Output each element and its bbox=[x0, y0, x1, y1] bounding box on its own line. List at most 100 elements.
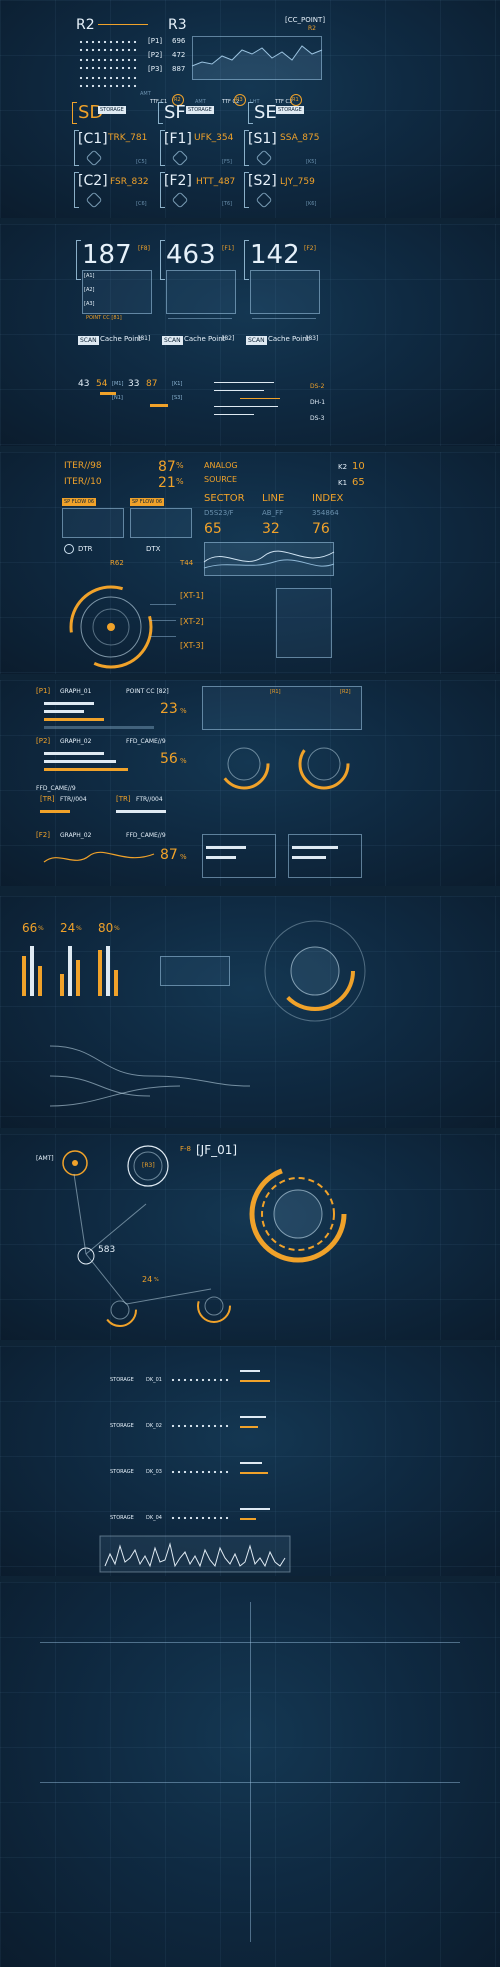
pct-1-sign: % bbox=[176, 461, 184, 470]
card-s2-id: [S2] bbox=[248, 173, 277, 189]
dk-label-4: DK_04 bbox=[146, 1515, 162, 1521]
row-a1: [A1] bbox=[84, 273, 95, 279]
r3-node-label: [R3] bbox=[142, 1162, 155, 1169]
r62-label: R62 bbox=[110, 559, 124, 567]
section-footer-grid bbox=[0, 1582, 500, 1967]
card-c2-id: [C2] bbox=[78, 173, 108, 189]
graph2-pct: 56 bbox=[160, 751, 178, 767]
p3-label: [P3] bbox=[148, 65, 163, 73]
node-r3 bbox=[127, 1145, 169, 1187]
storage-chip-3: STORAGE bbox=[276, 106, 304, 114]
iter-1: ITER//98 bbox=[64, 461, 102, 471]
section-levels: 66 % 24 % 80 % bbox=[0, 896, 500, 1128]
card-s1-code: SSA_875 bbox=[280, 133, 320, 143]
line-number: 32 bbox=[262, 521, 280, 537]
counter-1: 187 bbox=[82, 240, 132, 270]
network-lines bbox=[73, 1173, 212, 1305]
sf-label: SF bbox=[164, 102, 186, 123]
s583-label: 583 bbox=[98, 1245, 116, 1255]
section-counters: 187 [F8] 463 [F1] 142 [F2] [A1] [A2] [A3… bbox=[0, 224, 500, 446]
graph1-name: GRAPH_01 bbox=[60, 688, 92, 695]
storage-label-2: STORAGE bbox=[110, 1423, 134, 1429]
card-c1-code: TRK_781 bbox=[108, 133, 148, 143]
level-2-pct: 24 bbox=[60, 921, 76, 935]
graph3-wave bbox=[43, 851, 155, 863]
cache-label-2: Cache Point bbox=[184, 335, 226, 343]
graph3-name: GRAPH_02 bbox=[60, 832, 92, 839]
k2-label: K2 bbox=[338, 463, 348, 471]
card-f2-code: HTT_487 bbox=[196, 177, 236, 187]
mini-tag-2: [N1] bbox=[112, 395, 123, 401]
p1-label: [P1] bbox=[148, 37, 163, 45]
counter-2: 463 bbox=[166, 240, 216, 270]
section-network: [AMT] [R3] F-8 [JF_01] 583 24 % bbox=[0, 1134, 500, 1340]
r3-label: R3 bbox=[168, 17, 187, 33]
dial-small-1 bbox=[103, 1293, 137, 1327]
cache-label-3: Cache Point bbox=[268, 335, 310, 343]
k2-value: 10 bbox=[352, 461, 365, 472]
storage-label-1: STORAGE bbox=[110, 1377, 134, 1383]
counter-1-tag: [F8] bbox=[138, 245, 150, 252]
storage-chip-1: STORAGE bbox=[98, 106, 126, 114]
level-1-pct: 66 bbox=[22, 921, 38, 935]
table-3 bbox=[250, 270, 320, 314]
counter-3-tag: [F2] bbox=[304, 245, 316, 252]
graph3-ffd: FFD_CAME//9 bbox=[126, 832, 166, 839]
tr-label-1: [TR] bbox=[40, 795, 55, 803]
cache-tag-3: [83] bbox=[306, 335, 319, 342]
mini-tag-4: [S3] bbox=[172, 395, 183, 401]
chart-label-4: TTF C2 bbox=[222, 99, 240, 105]
graph2-name: GRAPH_02 bbox=[60, 738, 92, 745]
graph2-sign: % bbox=[180, 757, 187, 765]
graph3-pct: 87 bbox=[160, 847, 178, 863]
mini-2: 54 bbox=[96, 379, 108, 389]
chart-tag-r2: R2 bbox=[174, 97, 181, 103]
tr-label-2: [TR] bbox=[116, 795, 131, 803]
scan-chip-1: SCAN bbox=[78, 336, 99, 345]
level-bars bbox=[22, 940, 132, 996]
card-f2-id: [F2] bbox=[164, 173, 192, 189]
card-s1-tag: [K5] bbox=[306, 159, 317, 165]
t44-label: T44 bbox=[180, 559, 194, 567]
chart-label-1: AMT bbox=[140, 91, 151, 97]
line-value: AB_FF bbox=[262, 509, 284, 517]
mini-1: 43 bbox=[78, 379, 90, 389]
ds-label-1: DS-2 bbox=[310, 383, 325, 390]
mini-3: 33 bbox=[128, 379, 140, 389]
card-c1-id: [C1] bbox=[78, 131, 108, 147]
signal-r2: [R2] bbox=[340, 689, 351, 695]
card-c2-code: FSR_832 bbox=[110, 177, 149, 187]
dial-right bbox=[298, 738, 350, 790]
section-graphs: [P1] GRAPH_01 POINT CC [82] 23 % [P2] GR… bbox=[0, 680, 500, 886]
bars-panel-left bbox=[202, 834, 276, 878]
dk-label-3: DK_03 bbox=[146, 1469, 162, 1475]
network-pct: 24 bbox=[142, 1275, 153, 1284]
p2-label: [P2] bbox=[148, 51, 163, 59]
signal-r1: [R1] bbox=[270, 689, 281, 695]
panel-chip-1: SP FLOW 06 bbox=[62, 498, 97, 506]
graph1-sign: % bbox=[180, 707, 187, 715]
sector-number: 65 bbox=[204, 521, 222, 537]
sector-value: D5S23/F bbox=[204, 509, 234, 517]
pct-1: 87 bbox=[158, 459, 176, 475]
chart-label-5: LHT bbox=[250, 99, 260, 105]
cache-tag-2: [82] bbox=[222, 335, 235, 342]
graph1-p: [P1] bbox=[36, 687, 51, 695]
bars-panel-right bbox=[288, 834, 362, 878]
graph3-p: [F2] bbox=[36, 831, 50, 839]
area-chart-frame bbox=[192, 36, 322, 80]
graph2-p: [P2] bbox=[36, 737, 51, 745]
storage-label-4: STORAGE bbox=[110, 1515, 134, 1521]
xt1-label: [XT-1] bbox=[180, 591, 204, 600]
histogram bbox=[99, 1535, 291, 1573]
dial-small-2 bbox=[197, 1289, 231, 1323]
dk-label-1: DK_01 bbox=[146, 1377, 162, 1383]
storage-label-3: STORAGE bbox=[110, 1469, 134, 1475]
ring-r1 bbox=[290, 94, 302, 106]
card-c2-tag: [C6] bbox=[136, 201, 147, 207]
card-f2-tag: [T6] bbox=[222, 201, 233, 207]
graph2-ffd: FFD_CAME//9 bbox=[126, 738, 166, 745]
row-a3: [A3] bbox=[84, 301, 95, 307]
dtr-label: DTR bbox=[78, 545, 93, 553]
